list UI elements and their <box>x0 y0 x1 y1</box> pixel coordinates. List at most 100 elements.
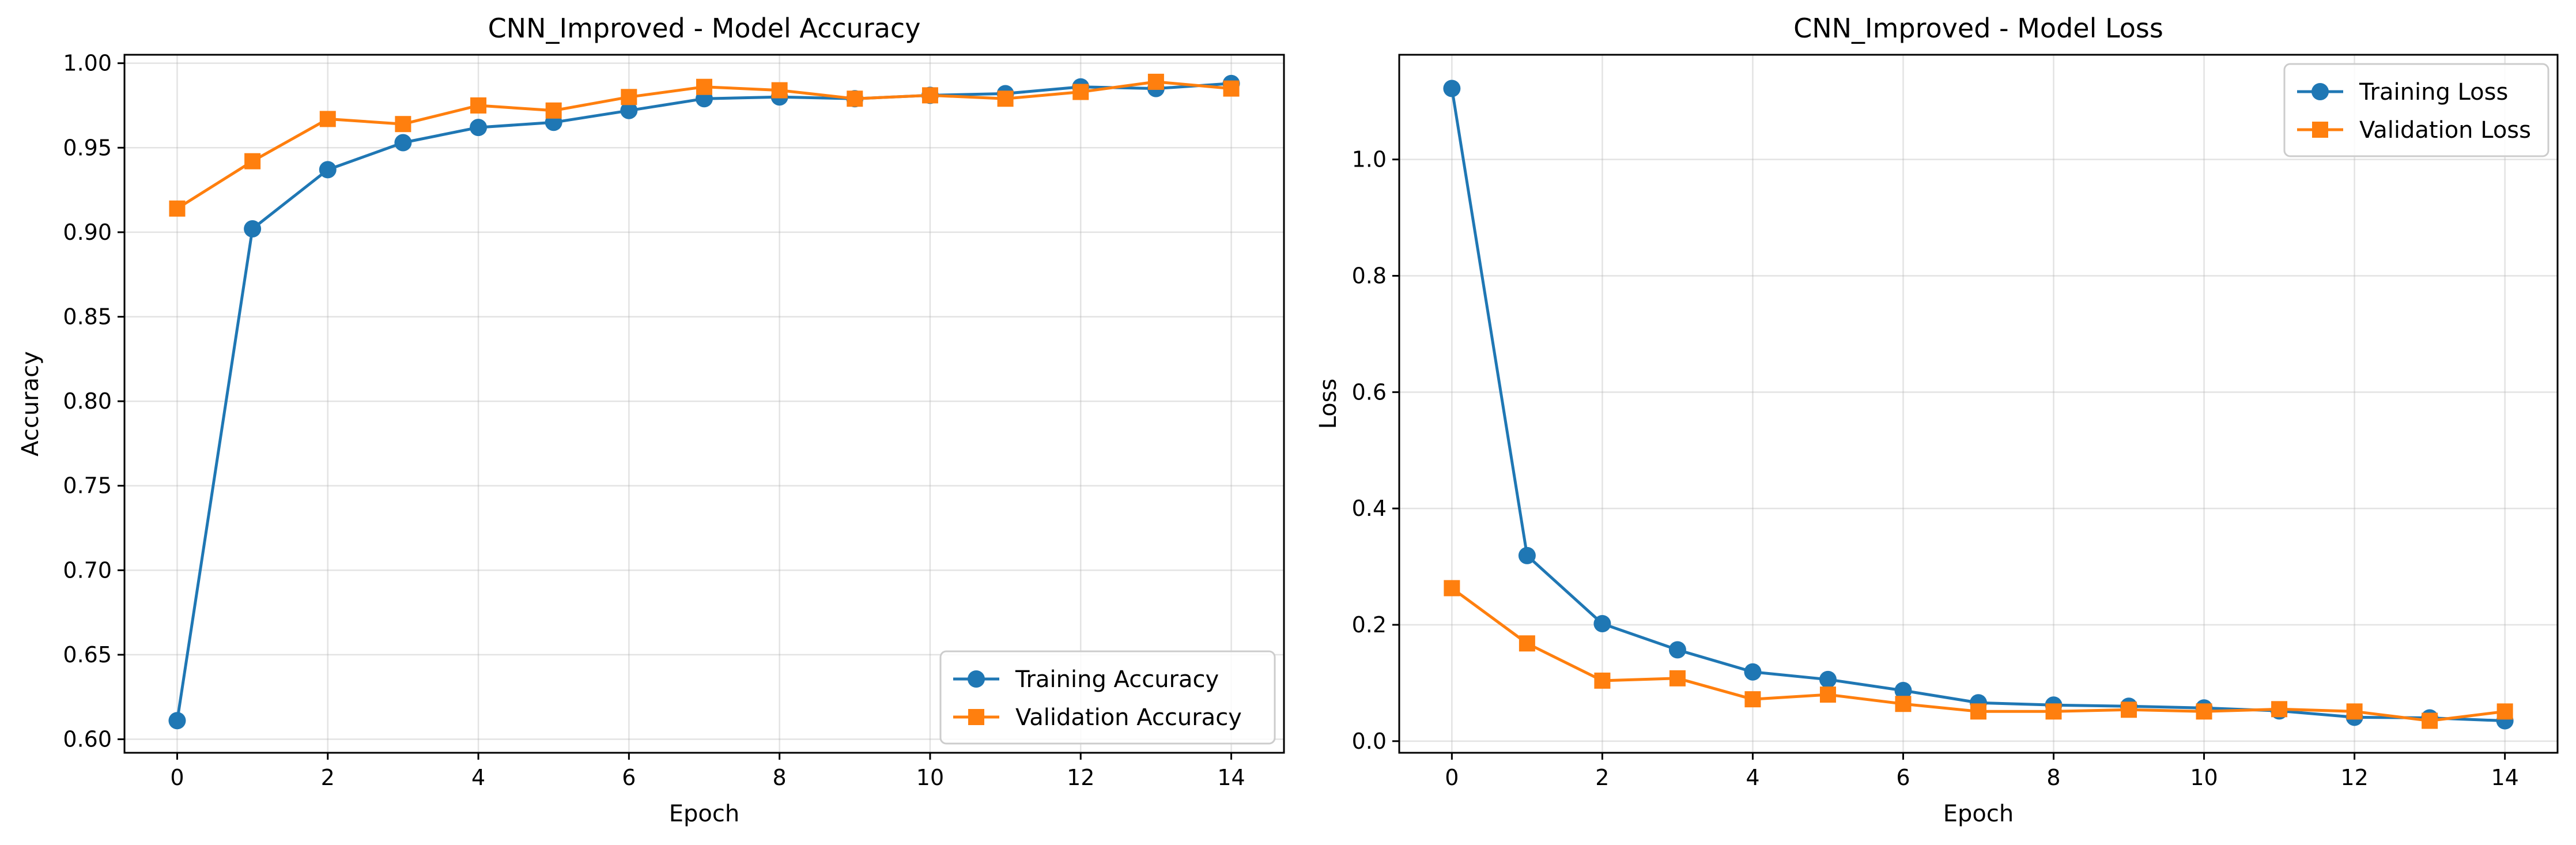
x-tick-label: 8 <box>773 765 787 790</box>
y-tick-label: 0.8 <box>1352 263 1387 288</box>
x-tick-label: 4 <box>471 765 485 790</box>
x-tick-label: 12 <box>1067 765 1094 790</box>
chart-title: CNN_Improved - Model Accuracy <box>488 13 921 44</box>
y-tick-label: 0.60 <box>63 727 112 752</box>
legend-marker <box>968 670 985 688</box>
data-point <box>470 119 488 137</box>
data-point <box>319 161 337 179</box>
data-point <box>620 101 638 119</box>
legend-marker <box>2312 122 2328 138</box>
y-tick-label: 1.0 <box>1352 147 1387 172</box>
y-tick-label: 0.95 <box>63 135 112 160</box>
legend-item: Training Accuracy <box>953 666 1219 693</box>
legend-label: Training Loss <box>2359 79 2508 105</box>
data-point <box>1819 686 1836 703</box>
data-point <box>168 712 186 730</box>
data-point <box>470 97 487 114</box>
x-axis-label: Epoch <box>669 801 739 827</box>
y-tick-label: 1.00 <box>63 51 112 76</box>
data-point <box>1518 546 1536 564</box>
data-point <box>2346 703 2363 720</box>
data-point <box>169 200 186 217</box>
data-point <box>847 90 863 107</box>
y-tick-label: 0.80 <box>63 388 112 414</box>
x-tick-label: 0 <box>1445 765 1459 790</box>
x-tick-label: 6 <box>622 765 636 790</box>
data-point <box>1223 80 1240 97</box>
x-tick-label: 8 <box>2046 765 2060 790</box>
data-point <box>997 90 1014 107</box>
series-training <box>168 74 1240 730</box>
series-line <box>176 82 1232 721</box>
data-point <box>1819 670 1837 688</box>
data-point <box>1744 691 1761 708</box>
series-training <box>1443 80 2514 730</box>
data-point <box>771 82 788 99</box>
x-tick-label: 14 <box>1217 765 1245 790</box>
legend-item: Validation Accuracy <box>953 704 1242 731</box>
y-tick-label: 0.70 <box>63 557 112 583</box>
data-point <box>244 153 261 169</box>
legend-box <box>2283 63 2549 157</box>
y-axis-label: Loss <box>1315 379 1342 429</box>
chart-title: CNN_Improved - Model Loss <box>1793 13 2163 44</box>
data-point <box>2121 701 2137 718</box>
x-tick-label: 10 <box>916 765 944 790</box>
accuracy-chart: 0 2 4 6 8 10 12 14 0.60 0.65 0.70 0.75 0.80 0.85 0.90 0… <box>17 13 1285 827</box>
data-point <box>696 78 712 95</box>
legend-item: Validation Loss <box>2297 117 2531 144</box>
data-point <box>1894 682 1912 700</box>
data-point <box>2045 703 2062 720</box>
y-tick-label: 0.65 <box>63 642 112 667</box>
y-tick-label: 0.85 <box>63 304 112 329</box>
data-point <box>545 102 562 119</box>
data-point <box>1594 672 1611 689</box>
data-point <box>621 89 637 105</box>
data-point <box>1443 80 1461 97</box>
loss-chart: 0 2 4 6 8 10 12 14 0.0 0.2 0.4 0.6 0.8 1.0 CNN_Improve… <box>1315 13 2559 827</box>
legend-label: Training Accuracy <box>1015 666 1219 693</box>
series-validation <box>1444 580 2513 729</box>
y-axis-label: Accuracy <box>17 351 44 457</box>
y-tick-label: 0.90 <box>63 220 112 245</box>
plot-frame <box>1398 54 2559 754</box>
y-tick-label: 0.6 <box>1352 379 1387 405</box>
data-point <box>1668 641 1686 659</box>
data-point <box>395 116 411 133</box>
data-point <box>921 87 938 104</box>
data-point <box>1744 663 1762 681</box>
data-point <box>1072 84 1089 100</box>
legend-label: Validation Accuracy <box>1015 704 1242 731</box>
data-point <box>2422 712 2438 729</box>
legend-marker <box>2311 83 2329 100</box>
legend-item: Training Loss <box>2297 79 2508 105</box>
legend: Training Loss Validation Loss <box>2283 63 2549 157</box>
data-point <box>1593 614 1611 632</box>
y-tick-label: 0.0 <box>1352 729 1387 754</box>
legend-box <box>939 650 1276 745</box>
x-tick-label: 2 <box>1595 765 1609 790</box>
data-point <box>1970 703 1986 720</box>
y-tick-label: 0.2 <box>1352 612 1387 637</box>
data-point <box>1444 580 1460 597</box>
x-tick-label: 2 <box>321 765 335 790</box>
y-tick-label: 0.75 <box>63 473 112 499</box>
data-point <box>394 134 412 152</box>
x-tick-label: 10 <box>2190 765 2218 790</box>
data-point <box>1147 73 1164 90</box>
data-point <box>2196 703 2212 720</box>
x-tick-label: 6 <box>1896 765 1910 790</box>
data-point <box>244 220 262 238</box>
y-tick-label: 0.4 <box>1352 496 1387 521</box>
x-axis-label: Epoch <box>1943 801 2014 827</box>
x-tick-label: 0 <box>170 765 184 790</box>
x-tick-label: 12 <box>2340 765 2368 790</box>
plot-frame <box>123 54 1285 754</box>
legend-label: Validation Loss <box>2359 117 2531 144</box>
legend-marker <box>968 709 984 725</box>
x-tick-label: 4 <box>1746 765 1759 790</box>
data-point <box>1519 635 1535 652</box>
series-validation <box>169 73 1240 217</box>
data-point <box>1895 696 1912 712</box>
